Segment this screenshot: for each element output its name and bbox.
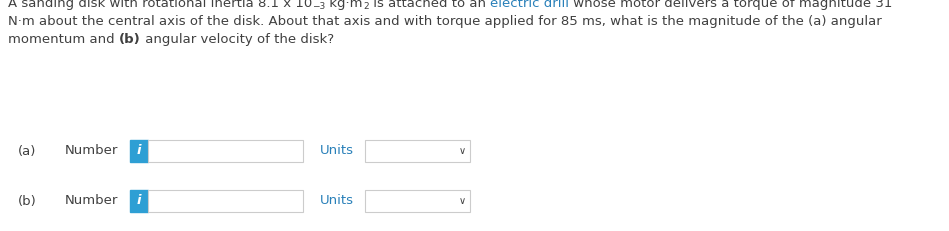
Text: whose motor delivers a torque of magnitude 31: whose motor delivers a torque of magnitu… bbox=[568, 0, 892, 10]
Text: kg·m: kg·m bbox=[326, 0, 363, 10]
Text: Units: Units bbox=[320, 195, 354, 207]
Bar bbox=[365, 140, 470, 162]
Text: N·m about the central axis of the disk. About that axis and with torque applied : N·m about the central axis of the disk. … bbox=[8, 15, 882, 28]
Text: −3: −3 bbox=[312, 2, 326, 11]
Text: 2: 2 bbox=[363, 2, 368, 11]
Text: ∨: ∨ bbox=[458, 196, 466, 206]
Bar bbox=[130, 190, 148, 212]
Text: (b): (b) bbox=[119, 33, 140, 46]
Text: i: i bbox=[137, 195, 141, 207]
Text: A sanding disk with rotational inertia 8.1 x 10: A sanding disk with rotational inertia 8… bbox=[8, 0, 312, 10]
Bar bbox=[365, 190, 470, 212]
Text: ∨: ∨ bbox=[458, 146, 466, 156]
Text: angular velocity of the disk?: angular velocity of the disk? bbox=[140, 33, 334, 46]
Text: is attached to an: is attached to an bbox=[368, 0, 490, 10]
Text: i: i bbox=[137, 145, 141, 158]
Text: (a): (a) bbox=[18, 145, 36, 158]
Bar bbox=[130, 140, 148, 162]
Bar bbox=[148, 140, 303, 162]
Text: (b): (b) bbox=[18, 195, 37, 207]
Text: momentum and: momentum and bbox=[8, 33, 119, 46]
Bar bbox=[148, 190, 303, 212]
Text: Number: Number bbox=[65, 195, 119, 207]
Text: Number: Number bbox=[65, 145, 119, 158]
Text: Units: Units bbox=[320, 145, 354, 158]
Text: electric drill: electric drill bbox=[490, 0, 568, 10]
